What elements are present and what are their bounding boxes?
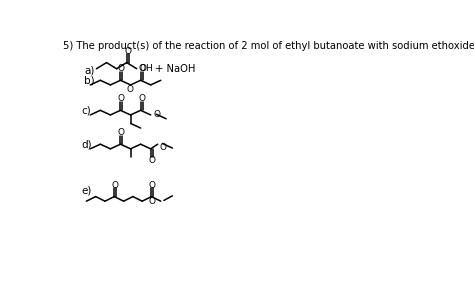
Text: OH: OH [139,64,153,73]
Text: a): a) [84,65,94,75]
Text: O: O [118,64,125,73]
Text: O: O [118,94,125,103]
Text: b): b) [84,75,95,85]
Text: 5) The product(s) of the reaction of 2 mol of ethyl butanoate with sodium ethoxi: 5) The product(s) of the reaction of 2 m… [63,41,474,51]
Text: + NaOH: + NaOH [155,64,196,74]
Text: O: O [148,156,155,165]
Text: e): e) [81,185,91,195]
Text: d): d) [81,139,91,149]
Text: O: O [112,181,119,189]
Text: O: O [138,94,145,103]
Text: O: O [149,181,156,189]
Text: O: O [138,64,145,73]
Text: O: O [160,143,167,152]
Text: O: O [149,197,156,206]
Text: O: O [124,47,131,56]
Text: O: O [126,85,133,94]
Text: c): c) [81,105,91,115]
Text: O: O [118,128,125,137]
Text: O: O [153,110,160,119]
